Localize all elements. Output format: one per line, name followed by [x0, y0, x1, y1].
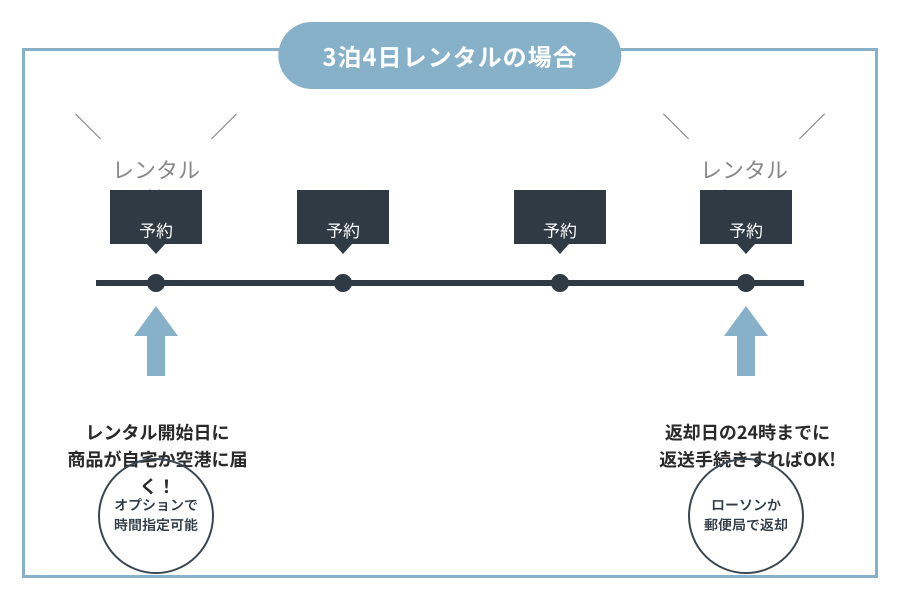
day-label-1-text: 予約 1日目	[134, 217, 177, 265]
slash-decoration-icon: ＼	[74, 108, 102, 146]
circle-right: ローソンか 郵便局で返却	[688, 458, 804, 574]
timeline-dot-4	[737, 274, 755, 292]
circle-right-text: ローソンか 郵便局で返却	[704, 496, 788, 535]
slash-decoration-icon: ／	[798, 108, 826, 146]
day-label-3-text: 予約 3日目	[538, 217, 581, 265]
title-text: 3泊4日レンタルの場合	[322, 38, 577, 73]
title-pill: 3泊4日レンタルの場合	[278, 22, 621, 89]
slash-decoration-icon: ／	[210, 108, 238, 146]
day-label-3: 予約 3日目	[514, 190, 606, 244]
day-label-2: 予約 2日目	[297, 190, 389, 244]
circle-left: オプションで 時間指定可能	[98, 458, 214, 574]
day-label-1: 予約 1日目	[110, 190, 202, 244]
day-label-2-text: 予約 2日目	[321, 217, 364, 265]
timeline-dot-2	[334, 274, 352, 292]
arrow-up-icon	[726, 306, 766, 376]
circle-left-text: オプションで 時間指定可能	[114, 496, 198, 535]
timeline-dot-1	[147, 274, 165, 292]
day-label-4: 予約 4日目	[700, 190, 792, 244]
day-label-4-text: 予約 4日目	[724, 217, 767, 265]
arrow-up-icon	[136, 306, 176, 376]
timeline-dot-3	[551, 274, 569, 292]
slash-decoration-icon: ＼	[662, 108, 690, 146]
timeline-bar	[96, 280, 804, 286]
